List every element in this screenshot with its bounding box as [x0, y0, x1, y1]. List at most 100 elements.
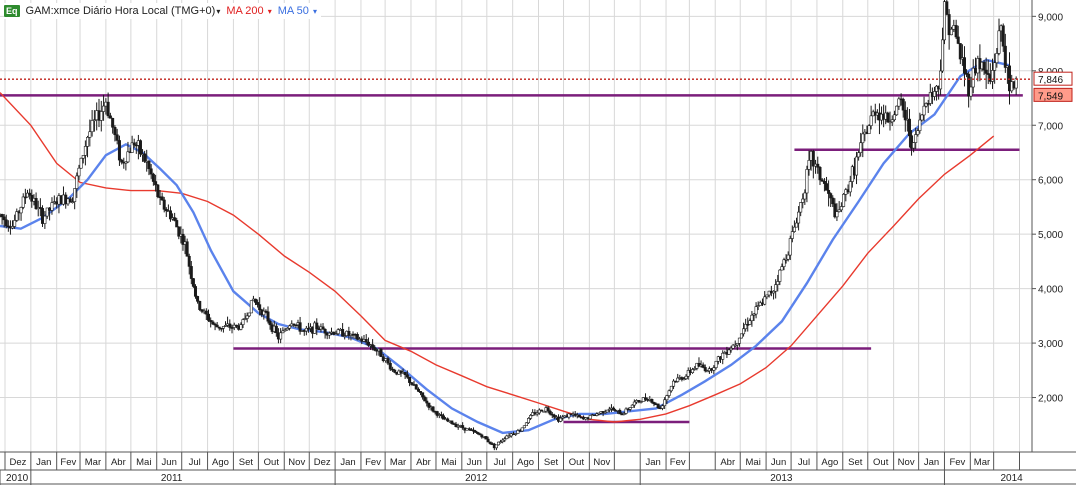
price-candle [113, 126, 117, 136]
y-tick-label: 5,000 [1038, 230, 1063, 241]
x-month-label: Nov [288, 457, 305, 468]
price-candle [200, 309, 204, 312]
price-candle [471, 429, 475, 432]
price-candle [373, 347, 377, 351]
price-candle [149, 168, 153, 175]
price-candle [391, 368, 395, 371]
price-candle [869, 115, 873, 126]
price-candle [193, 286, 197, 297]
chevron-down-icon: ▾ [216, 7, 221, 16]
price-candle [73, 188, 77, 202]
y-tick-label: 6,000 [1038, 176, 1063, 187]
price-candle [776, 281, 780, 285]
price-candle [355, 334, 359, 340]
x-month-label: Ago [517, 457, 534, 468]
price-candle [253, 298, 257, 303]
price-candle [478, 433, 482, 436]
price-candle [156, 184, 160, 198]
x-month-label: Dez [314, 457, 331, 468]
price-candle [68, 198, 72, 203]
price-candle [450, 420, 454, 424]
price-candle [416, 388, 420, 392]
price-candle [503, 438, 507, 441]
x-month-label: Mai [746, 457, 761, 468]
price-candle [949, 28, 953, 36]
price-candle [624, 408, 628, 414]
plot-background [0, 0, 1032, 452]
price-candle [266, 311, 270, 322]
price-candle [839, 206, 843, 211]
price-candle [842, 194, 846, 207]
price-candle [217, 326, 221, 329]
price-candle [281, 330, 285, 334]
price-candle [731, 344, 735, 349]
x-month-label: Ago [821, 457, 838, 468]
price-candle [34, 198, 38, 210]
price-candle [941, 39, 945, 72]
y-tick-label: 4,000 [1038, 285, 1063, 296]
price-candle [945, 1, 949, 15]
price-candle [912, 142, 916, 149]
price-candle [795, 222, 799, 228]
x-month-label: Jun [467, 457, 482, 468]
price-candle [215, 324, 219, 328]
price-candle [603, 411, 607, 414]
price-candle [650, 399, 654, 403]
x-month-label: Jul [494, 457, 506, 468]
x-month-label: Mar [974, 457, 990, 468]
price-candle [524, 422, 528, 427]
price-candle [727, 349, 731, 355]
price-candle [982, 61, 986, 71]
x-month-label: Mai [441, 457, 456, 468]
price-candle [818, 166, 822, 181]
price-candle [993, 62, 997, 71]
price-candle [733, 344, 737, 347]
price-candle [546, 407, 550, 412]
price-candle [52, 201, 56, 203]
price-candle [332, 331, 336, 335]
price-candle [239, 324, 243, 330]
price-candle [181, 233, 185, 245]
price-candle [441, 415, 445, 420]
instrument-badge: Eq [4, 5, 20, 17]
price-candle [903, 109, 907, 121]
ma200-legend[interactable]: MA 200 ▾ [226, 5, 271, 17]
price-candle [15, 211, 19, 221]
x-month-label: Fev [670, 457, 686, 468]
chevron-down-icon: ▾ [312, 7, 317, 16]
instrument-title[interactable]: GAM:xmce Diário Hora Local (TMG+0)▾ [26, 5, 221, 17]
price-candle [1007, 65, 1011, 92]
x-year-label: 2011 [161, 473, 183, 484]
price-candle [185, 241, 189, 257]
horizontal-levels [0, 94, 1023, 424]
x-month-label: Ago [212, 457, 229, 468]
price-candle [754, 306, 758, 315]
price-candle [886, 112, 890, 123]
price-candle [744, 324, 748, 330]
price-candle [859, 142, 863, 153]
price-candle [334, 333, 338, 335]
price-candle [807, 160, 811, 170]
price-candle [198, 301, 202, 310]
price-candle [321, 326, 325, 330]
x-month-label: Jul [798, 457, 810, 468]
price-candle [341, 328, 345, 337]
price-candle [714, 360, 718, 368]
price-candle [914, 134, 918, 143]
price-candle [939, 70, 943, 90]
price-candle [130, 142, 134, 153]
price-candle [829, 193, 833, 199]
price-candle [115, 134, 119, 141]
price-candle [13, 220, 17, 227]
price-candle [474, 430, 478, 433]
x-year-label: 2012 [465, 473, 488, 484]
price-candle [38, 207, 42, 209]
price-candle [778, 269, 782, 282]
price-candle [102, 105, 106, 112]
price-candle [28, 192, 32, 196]
ma50-legend[interactable]: MA 50 ▾ [278, 5, 317, 17]
price-series [0, 0, 1018, 451]
price-candle [77, 167, 81, 177]
price-candle [0, 214, 4, 218]
price-candle [663, 399, 667, 407]
